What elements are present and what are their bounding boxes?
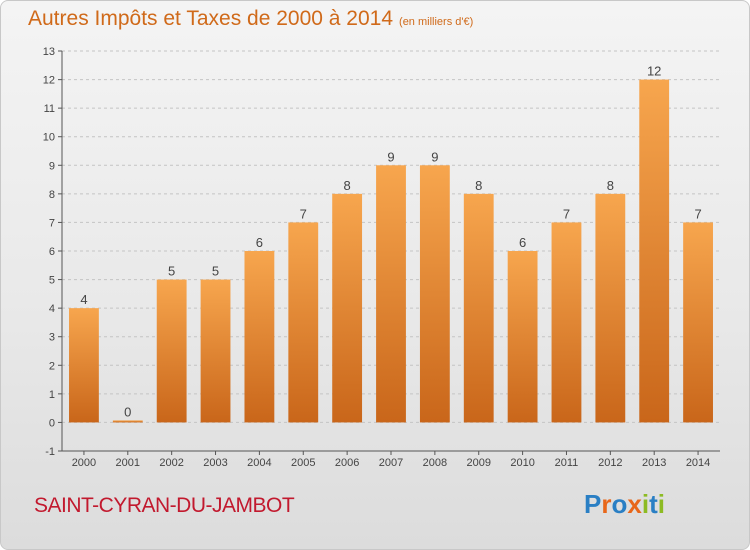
chart-title-unit: (en milliers d'€) xyxy=(399,16,474,28)
bar xyxy=(683,222,713,423)
logo-letter: i xyxy=(657,489,665,519)
y-tick-label: 1 xyxy=(49,389,55,401)
y-tick-label: 11 xyxy=(44,103,55,115)
bar-value-label: 7 xyxy=(300,206,307,221)
x-tick-label: 2009 xyxy=(466,457,490,469)
bar-value-label: 7 xyxy=(694,206,701,221)
y-tick-label: 4 xyxy=(49,303,55,315)
logo-letter: o xyxy=(611,489,628,519)
x-tick-label: 2012 xyxy=(598,457,622,469)
x-tick-label: 2003 xyxy=(203,457,227,469)
logo-letter: t xyxy=(649,489,658,519)
bar-value-label: 5 xyxy=(212,264,219,279)
logo-letter: i xyxy=(641,489,650,519)
logo-letter: r xyxy=(601,489,612,519)
bar xyxy=(332,193,363,423)
y-tick-label: 12 xyxy=(43,75,55,87)
bar xyxy=(507,251,538,423)
bar-value-label: 9 xyxy=(431,149,438,164)
bar xyxy=(112,420,143,423)
bar xyxy=(288,222,319,423)
x-tick-label: 2002 xyxy=(159,457,183,469)
y-tick-label: 2 xyxy=(49,360,55,372)
proxiti-logo: Proxiti xyxy=(584,489,665,520)
bar-value-label: 9 xyxy=(387,149,394,164)
y-tick-label: -1 xyxy=(45,446,55,458)
bar xyxy=(376,165,406,423)
y-tick-label: 3 xyxy=(49,332,55,344)
x-tick-label: 2005 xyxy=(291,457,315,469)
x-tick-label: 2011 xyxy=(555,457,579,469)
y-tick-label: 6 xyxy=(49,246,55,258)
bar xyxy=(69,308,99,423)
y-tick-label: 8 xyxy=(49,189,55,201)
bar xyxy=(595,193,626,423)
commune-name: SAINT-CYRAN-DU-JAMBOT xyxy=(34,494,295,517)
x-tick-label: 2010 xyxy=(510,457,534,469)
bar xyxy=(200,279,231,423)
logo-letter: P xyxy=(584,489,602,519)
x-tick-label: 2004 xyxy=(247,457,271,469)
x-tick-label: 2014 xyxy=(686,457,710,469)
chart-title-main: Autres Impôts et Taxes de 2000 à 2014 xyxy=(28,7,394,30)
y-tick-label: 10 xyxy=(43,132,55,144)
bar xyxy=(156,279,187,423)
bar-value-label: 7 xyxy=(563,206,570,221)
x-tick-label: 2007 xyxy=(379,457,403,469)
x-tick-label: 2000 xyxy=(72,457,96,469)
y-tick-label: 5 xyxy=(49,275,55,287)
bar-value-label: 6 xyxy=(519,235,526,250)
logo-letter: x xyxy=(627,489,642,519)
bar-value-label: 4 xyxy=(80,292,87,307)
x-tick-label: 2001 xyxy=(116,457,140,469)
chart-title: Autres Impôts et Taxes de 2000 à 2014 (en… xyxy=(28,7,473,31)
bar-value-label: 5 xyxy=(168,264,175,279)
y-tick-label: 9 xyxy=(49,160,55,172)
bar xyxy=(551,222,582,423)
bar-value-label: 8 xyxy=(344,178,351,193)
bar-value-label: 0 xyxy=(124,404,131,419)
bar xyxy=(244,251,275,423)
bar-value-label: 6 xyxy=(256,235,263,250)
bar xyxy=(419,165,450,423)
x-tick-label: 2006 xyxy=(335,457,359,469)
x-tick-label: 2013 xyxy=(642,457,666,469)
bar xyxy=(463,193,494,423)
bar-value-label: 8 xyxy=(607,178,614,193)
y-tick-label: 7 xyxy=(49,217,55,229)
y-tick-label: 0 xyxy=(49,417,55,429)
x-tick-label: 2008 xyxy=(423,457,447,469)
bar-value-label: 8 xyxy=(475,178,482,193)
bar-value-label: 12 xyxy=(647,64,661,79)
bar xyxy=(639,79,670,423)
y-tick-label: 13 xyxy=(43,46,55,58)
